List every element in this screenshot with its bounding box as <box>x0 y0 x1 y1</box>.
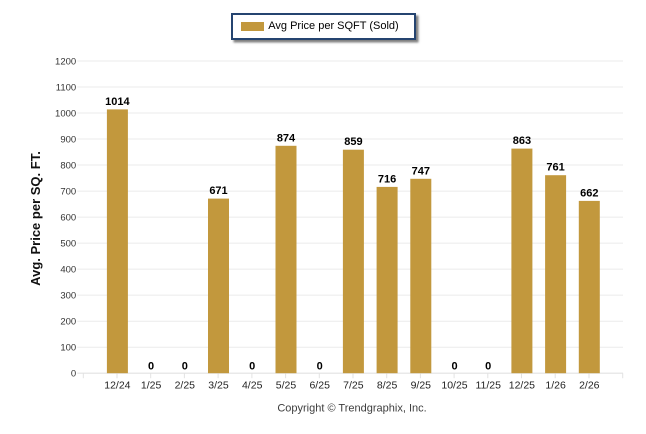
svg-text:12/24: 12/24 <box>104 380 130 392</box>
svg-text:0: 0 <box>485 361 491 373</box>
svg-text:12/25: 12/25 <box>509 380 535 392</box>
svg-text:0: 0 <box>249 361 255 373</box>
svg-text:3/25: 3/25 <box>208 380 229 392</box>
svg-text:1/26: 1/26 <box>545 380 566 392</box>
svg-text:8/25: 8/25 <box>377 380 398 392</box>
svg-text:874: 874 <box>277 132 296 144</box>
svg-text:5/25: 5/25 <box>276 380 297 392</box>
svg-text:7/25: 7/25 <box>343 380 364 392</box>
svg-text:500: 500 <box>60 238 76 249</box>
svg-text:747: 747 <box>412 165 430 177</box>
svg-text:662: 662 <box>580 187 598 199</box>
svg-text:600: 600 <box>60 212 76 223</box>
svg-text:Copyright © Trendgraphix, Inc.: Copyright © Trendgraphix, Inc. <box>277 403 426 415</box>
svg-text:1100: 1100 <box>56 82 76 93</box>
svg-text:900: 900 <box>60 134 76 145</box>
svg-text:859: 859 <box>344 136 362 148</box>
svg-text:800: 800 <box>60 160 76 171</box>
svg-text:1200: 1200 <box>55 56 76 67</box>
svg-text:6/25: 6/25 <box>309 380 330 392</box>
svg-text:863: 863 <box>513 135 531 147</box>
svg-text:11/25: 11/25 <box>475 380 501 392</box>
svg-text:4/25: 4/25 <box>242 380 263 392</box>
svg-text:0: 0 <box>148 361 154 373</box>
svg-text:700: 700 <box>60 186 76 197</box>
svg-text:716: 716 <box>378 173 396 185</box>
svg-text:10/25: 10/25 <box>441 380 467 392</box>
svg-text:100: 100 <box>60 343 76 354</box>
svg-text:Avg. Price per SQ. FT.: Avg. Price per SQ. FT. <box>28 151 43 286</box>
svg-text:0: 0 <box>317 361 323 373</box>
svg-text:1014: 1014 <box>105 96 130 108</box>
svg-text:1/25: 1/25 <box>141 380 162 392</box>
svg-text:0: 0 <box>451 361 457 373</box>
svg-text:761: 761 <box>546 162 564 174</box>
svg-text:300: 300 <box>60 290 76 301</box>
svg-text:0: 0 <box>182 361 188 373</box>
svg-text:671: 671 <box>209 185 227 197</box>
svg-text:0: 0 <box>71 369 76 380</box>
svg-text:9/25: 9/25 <box>411 380 432 392</box>
svg-text:200: 200 <box>60 317 76 328</box>
svg-text:400: 400 <box>60 264 76 275</box>
svg-text:2/26: 2/26 <box>579 380 600 392</box>
svg-text:2/25: 2/25 <box>175 380 196 392</box>
svg-text:1000: 1000 <box>55 108 76 119</box>
